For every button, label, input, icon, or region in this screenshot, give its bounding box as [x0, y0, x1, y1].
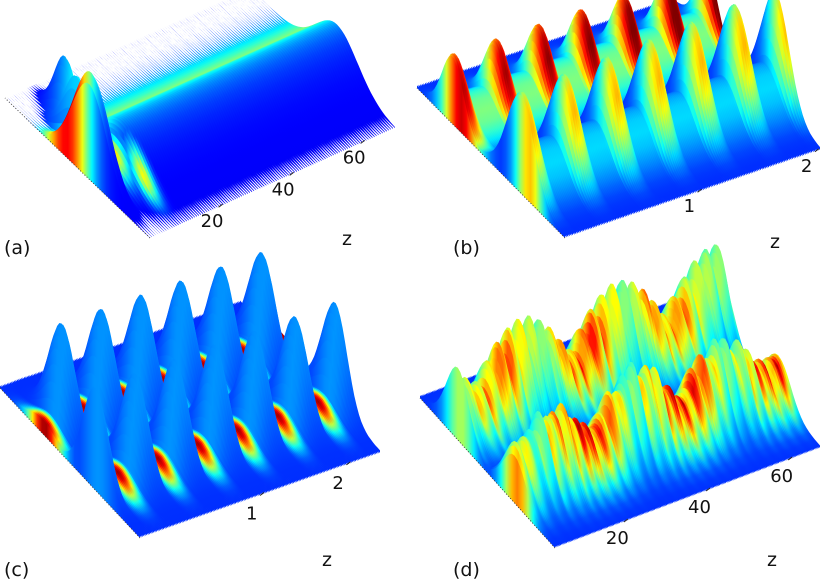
- tick-label: 20: [606, 528, 629, 549]
- surface-a-strip: [141, 36, 287, 177]
- tick-label: 40: [688, 497, 711, 518]
- tick-mark: [705, 487, 711, 492]
- surface-a-strip: [74, 66, 220, 207]
- axis-label-z: z: [342, 228, 352, 250]
- surface-a-strip: [68, 69, 214, 210]
- surface-a-strip: [5, 82, 150, 238]
- surface-b-strip: [417, 55, 565, 239]
- panel-label-d: (d): [453, 559, 480, 581]
- tick-label: 40: [272, 179, 295, 200]
- panel-a: 20 40 60 z (a): [0, 0, 415, 290]
- surface-b: 1 2 z: [416, 0, 820, 253]
- panel-d-axis: 20 40 60 z: [606, 456, 793, 571]
- tick-mark: [787, 456, 793, 461]
- surface-a-strip: [92, 58, 238, 199]
- tick-mark: [814, 148, 820, 153]
- panel-label-b: (b): [453, 237, 480, 259]
- tick-label: 60: [343, 147, 366, 168]
- surface-a-strip: [241, 0, 381, 135]
- surface-a-strips: [5, 0, 395, 238]
- panel-b-axis: 1 2 z: [684, 148, 820, 253]
- tick-label: 20: [201, 211, 224, 232]
- surface-a-strip: [117, 47, 263, 188]
- panel-c-axis: 1 2 z: [246, 461, 351, 571]
- frame-edge: [0, 387, 141, 539]
- tick-label: 60: [770, 466, 793, 487]
- tick-label: 2: [332, 473, 343, 494]
- surface-a: 20 40 60 z: [4, 0, 395, 250]
- axis-label-z: z: [767, 549, 777, 571]
- tick-mark: [697, 188, 702, 193]
- frame-edge: [4, 97, 151, 239]
- tick-label: 1: [684, 196, 695, 217]
- tick-label: 2: [801, 156, 812, 177]
- surface-a-strip: [80, 64, 226, 205]
- panel-label-c: (c): [4, 559, 29, 581]
- tick-label: 1: [246, 504, 257, 525]
- frame-edge: [416, 87, 566, 239]
- surface-d-strip: [420, 366, 555, 548]
- surface-c-strips: [0, 252, 380, 538]
- tick-mark: [623, 518, 629, 523]
- tick-mark: [259, 492, 265, 496]
- tick-mark: [346, 461, 351, 466]
- panel-a-axis: 20 40 60 z: [201, 139, 366, 250]
- panel-label-a: (a): [4, 237, 30, 259]
- tick-mark: [360, 139, 366, 144]
- tick-mark: [218, 203, 223, 208]
- tick-mark: [289, 171, 294, 176]
- panel-d: 20 40 60 z (d): [415, 244, 830, 581]
- axis-label-z: z: [770, 231, 780, 253]
- surface-d-strips: [420, 244, 820, 548]
- surface-b-strips: [417, 0, 820, 239]
- surface-d: 20 40 60 z: [419, 244, 820, 571]
- panel-c: 1 2 z (c): [0, 252, 415, 581]
- axis-label-z: z: [322, 549, 332, 571]
- panel-b: 1 2 z (b): [415, 0, 830, 290]
- surface-c: 1 2 z: [0, 252, 380, 571]
- frame-edge: [419, 397, 556, 549]
- surface-a-strip: [166, 25, 312, 166]
